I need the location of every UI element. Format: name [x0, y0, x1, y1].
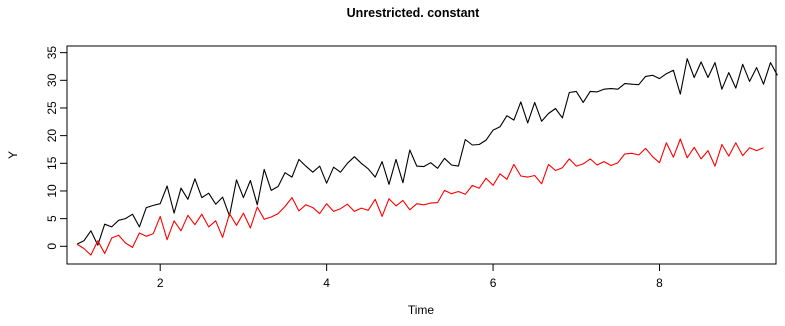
y-tick-label: 15	[45, 156, 59, 170]
x-tick-label: 2	[157, 276, 164, 290]
y-tick-label: 35	[45, 46, 59, 60]
y-tick-label: 20	[45, 129, 59, 143]
y-tick-label: 25	[45, 101, 59, 115]
chart-title: Unrestricted. constant	[347, 6, 481, 20]
x-axis: 2 4 6 8	[157, 263, 663, 290]
y-axis-label: Y	[6, 151, 20, 159]
x-tick-label: 6	[490, 276, 497, 290]
series-line-2	[76, 138, 764, 256]
plot-frame	[66, 45, 777, 265]
x-axis-label: Time	[408, 303, 435, 317]
y-tick-label: 10	[45, 184, 59, 198]
y-axis: 0 5 10 15 20 25 30 35	[45, 46, 68, 250]
x-tick-label: 8	[656, 276, 663, 290]
y-tick-label: 0	[45, 243, 59, 250]
y-tick-label: 5	[45, 215, 59, 222]
y-tick-label: 30	[45, 73, 59, 87]
series-line-1	[76, 58, 778, 246]
x-tick-label: 4	[323, 276, 330, 290]
series-group	[76, 58, 778, 256]
